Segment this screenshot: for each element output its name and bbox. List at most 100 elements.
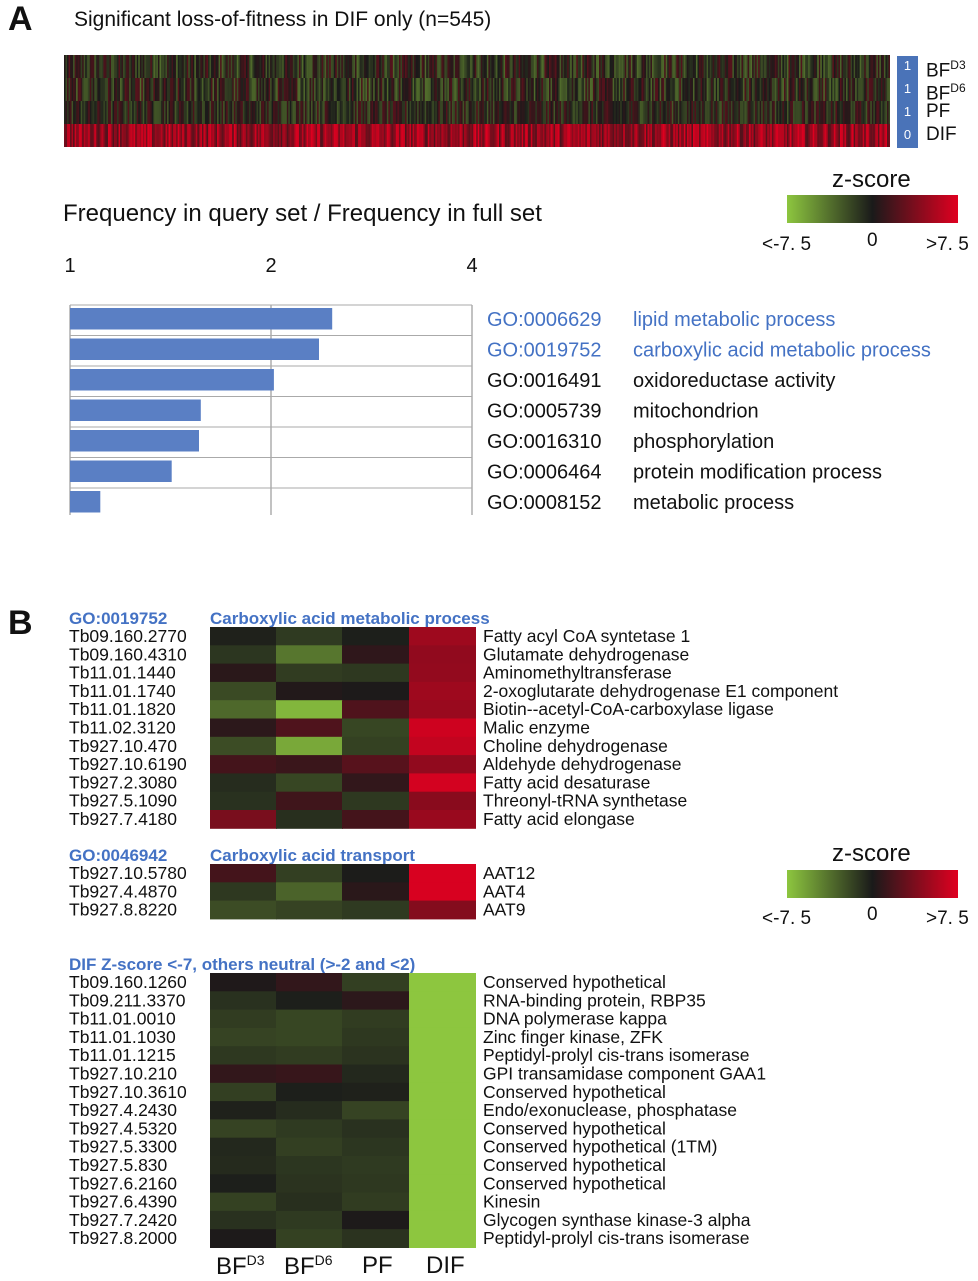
strip-cell	[802, 124, 805, 147]
strip-cell	[570, 55, 573, 78]
gene-id-label: Tb11.02.3120	[69, 718, 176, 738]
strip-cell	[321, 124, 324, 147]
strip-cell	[432, 55, 435, 78]
strip-cell	[800, 124, 803, 147]
strip-cell	[414, 124, 417, 147]
strip-cell	[86, 55, 89, 78]
strip-cell	[239, 101, 242, 124]
strip-cell	[773, 124, 776, 147]
strip-cell	[542, 55, 546, 78]
strip-cell	[64, 101, 67, 124]
strip-cell	[332, 78, 335, 101]
strip-cell	[185, 101, 188, 124]
heatmap-cell	[342, 1156, 409, 1175]
strip-cell	[262, 78, 265, 101]
strip-cell	[350, 78, 353, 101]
strip-cell	[229, 124, 232, 147]
strip-cell	[308, 78, 311, 101]
strip-cell	[135, 101, 138, 124]
strip-cell	[726, 55, 729, 78]
strip-cell	[183, 78, 186, 101]
strip-cell	[567, 124, 570, 147]
strip-cell	[621, 101, 624, 124]
strip-cell	[856, 101, 859, 124]
strip-cell	[317, 55, 320, 78]
strip-cell	[192, 55, 195, 78]
strip-cell	[705, 55, 708, 78]
strip-cell	[383, 78, 386, 101]
strip-cell	[342, 124, 345, 147]
strip-cell	[373, 124, 376, 147]
strip-cell	[705, 124, 708, 147]
strip-cell	[635, 78, 638, 101]
strip-cell	[874, 78, 877, 101]
strip-cell	[218, 78, 221, 101]
strip-cell	[159, 78, 162, 101]
strip-cell	[400, 124, 403, 147]
strip-cell	[473, 101, 476, 124]
strip-cell	[783, 55, 787, 78]
track-badge: 1	[903, 58, 912, 73]
strip-cell	[649, 124, 652, 147]
strip-cell	[671, 78, 674, 101]
strip-cell	[759, 124, 762, 147]
strip-cell	[107, 55, 111, 78]
strip-cell	[721, 101, 724, 124]
strip-cell	[453, 101, 456, 124]
strip-cell	[709, 78, 712, 101]
strip-cell	[338, 124, 341, 147]
strip-cell	[649, 78, 652, 101]
strip-cell	[462, 55, 465, 78]
strip-cell	[176, 124, 179, 147]
strip-cell	[479, 101, 482, 124]
strip-cell	[201, 124, 205, 147]
strip-cell	[235, 101, 238, 124]
strip-cell	[157, 78, 161, 101]
strip-cell	[201, 55, 205, 78]
strip-cell	[729, 78, 732, 101]
heatmap-cell	[210, 1027, 277, 1047]
strip-cell	[529, 55, 532, 78]
strip-cell	[494, 55, 497, 78]
strip-cell	[476, 78, 479, 101]
strip-cell	[170, 55, 173, 78]
strip-cell	[438, 78, 441, 101]
strip-cell	[744, 124, 747, 147]
strip-cell	[207, 55, 211, 78]
gene-description-label: AAT12	[483, 863, 535, 883]
strip-cell	[859, 101, 862, 124]
strip-cell	[535, 101, 538, 124]
strip-cell	[620, 124, 623, 147]
strip-cell	[717, 101, 720, 124]
strip-cell	[358, 101, 361, 124]
strip-cell	[432, 124, 435, 147]
section-title: Carboxylic acid transport	[210, 846, 415, 865]
strip-cell	[609, 55, 612, 78]
strip-cell	[391, 124, 394, 147]
strip-cell	[170, 124, 173, 147]
strip-cell	[276, 124, 279, 147]
strip-cell	[439, 78, 442, 101]
strip-cell	[659, 55, 662, 78]
strip-cell	[880, 55, 884, 78]
strip-cell	[779, 101, 782, 124]
strip-cell	[765, 78, 768, 101]
strip-cell	[683, 124, 686, 147]
strip-cell	[762, 55, 765, 78]
strip-cell	[447, 101, 450, 124]
strip-cell	[408, 78, 411, 101]
strip-cell	[548, 101, 552, 124]
strip-cell	[395, 124, 399, 147]
strip-cell	[523, 124, 526, 147]
strip-cell	[576, 124, 579, 147]
strip-cell	[856, 55, 859, 78]
strip-cell	[415, 101, 418, 124]
strip-cell	[65, 124, 68, 147]
strip-cell	[145, 78, 148, 101]
strip-cell	[150, 101, 153, 124]
gene-id-label: Tb927.8.8220	[69, 900, 177, 920]
strip-cell	[130, 124, 133, 147]
strip-cell	[502, 78, 505, 101]
strip-cell	[652, 124, 655, 147]
strip-cell	[142, 101, 145, 124]
